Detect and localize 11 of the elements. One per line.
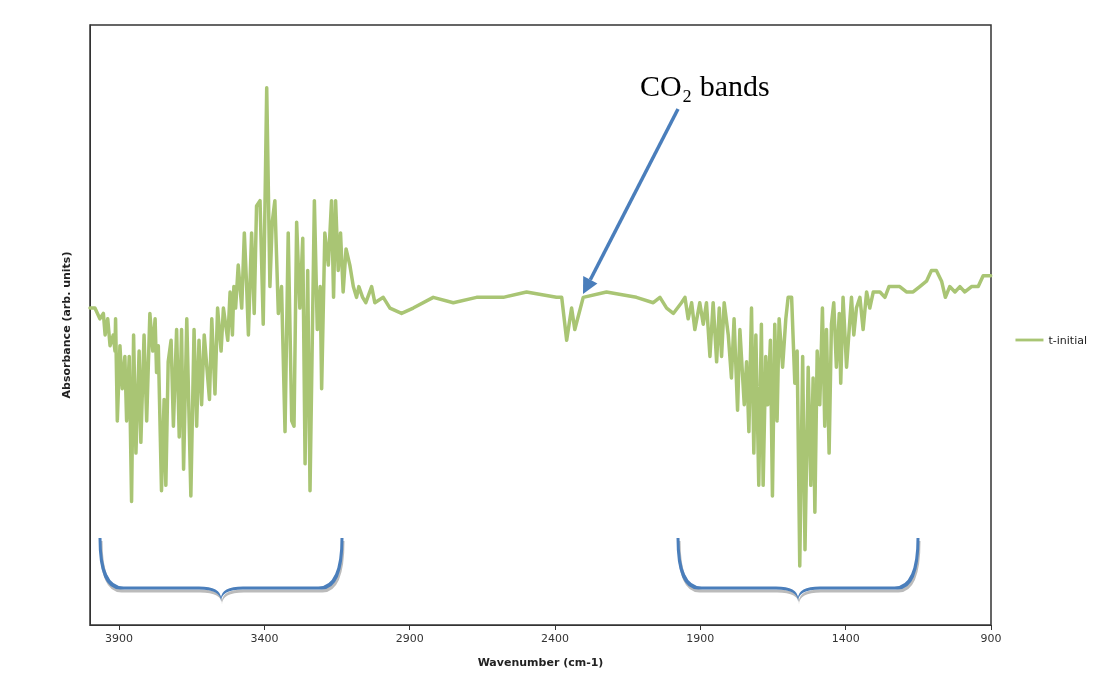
x-tick-label: 2400	[541, 632, 570, 645]
x-tick-label: 3900	[105, 632, 134, 645]
x-tick-label: 2900	[395, 632, 424, 645]
legend-label: t-initial	[1048, 333, 1088, 347]
y-axis-title: Absorbance (arb. units)	[60, 251, 73, 399]
x-tick-label: 1400	[831, 632, 860, 645]
x-axis-title: Wavenumber (cm-1)	[477, 656, 604, 669]
annotation: CO₂ bands	[640, 69, 770, 103]
x-tick-label: 1900	[686, 632, 715, 645]
x-tick-label: 3400	[250, 632, 279, 645]
x-tick-label: 900	[980, 632, 1002, 645]
